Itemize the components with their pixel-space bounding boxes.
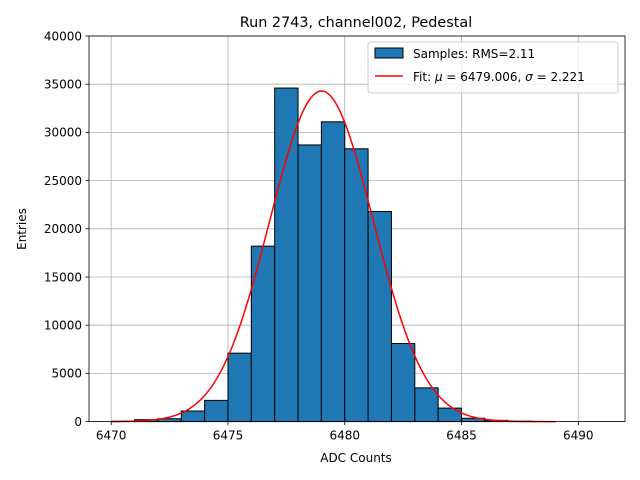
y-tick-label: 25000 xyxy=(44,174,82,188)
y-tick-label: 15000 xyxy=(44,270,82,284)
y-axis-label: Entries xyxy=(15,208,29,250)
y-axis-ticks: 0 5000 10000 15000 20000 25000 30000 35000 40000 xyxy=(44,29,89,429)
x-tick-label: 6470 xyxy=(96,429,127,443)
y-tick-label: 5000 xyxy=(51,367,82,381)
y-tick-label: 0 xyxy=(74,415,82,429)
x-axis-label: ADC Counts xyxy=(320,451,392,465)
chart-title: Run 2743, channel002, Pedestal xyxy=(240,15,472,31)
histogram-bar xyxy=(320,121,346,423)
histogram-bar xyxy=(250,245,276,423)
y-tick-label: 40000 xyxy=(44,29,82,43)
legend-fit-text-segment: = 2.221 xyxy=(533,70,585,84)
histogram-bar xyxy=(297,144,322,423)
histogram-bar xyxy=(204,399,229,423)
y-tick-label: 10000 xyxy=(44,319,82,333)
legend-label-fit: Fit: μ = 6479.006, σ = 2.221 xyxy=(413,70,585,84)
x-tick-label: 6480 xyxy=(329,429,360,443)
y-tick-label: 35000 xyxy=(44,78,82,92)
x-tick-label: 6490 xyxy=(563,429,594,443)
y-tick-label: 30000 xyxy=(44,126,82,140)
legend-box xyxy=(367,41,619,94)
histogram-bar xyxy=(180,410,206,423)
x-axis-ticks: 6470 6475 6480 6485 6490 xyxy=(96,421,594,443)
legend-fit-text-segment: σ xyxy=(525,70,533,84)
histogram-bar xyxy=(274,87,299,423)
histogram-bar xyxy=(437,407,463,423)
histogram-bars xyxy=(110,87,556,423)
legend-label-samples: Samples: RMS=2.11 xyxy=(413,47,535,61)
legend-patch-samples xyxy=(374,47,404,59)
fit-curve xyxy=(111,90,555,423)
x-tick-label: 6475 xyxy=(213,429,244,443)
histogram-bar xyxy=(227,352,252,423)
y-tick-label: 20000 xyxy=(44,222,82,236)
legend-fit-text-segment: μ xyxy=(434,70,443,84)
x-tick-label: 6485 xyxy=(446,429,477,443)
legend: Samples: RMS=2.11 Fit: μ = 6479.006, σ =… xyxy=(367,41,619,94)
legend-fit-text-segment: = 6479.006, xyxy=(443,70,526,84)
histogram-bar xyxy=(390,343,416,423)
histogram-bar xyxy=(414,387,439,423)
